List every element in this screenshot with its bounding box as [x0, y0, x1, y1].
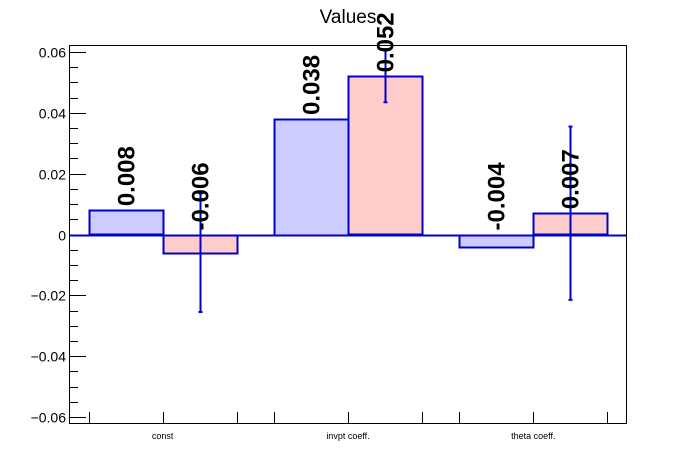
- y-tick-label: 0: [58, 228, 66, 244]
- y-tick-label: 0.02: [39, 167, 66, 183]
- x-category-label: invpt coeff.: [326, 431, 369, 441]
- data-label: 0.038: [299, 55, 326, 115]
- x-category-label: const: [152, 431, 174, 441]
- data-label: 0.008: [114, 146, 141, 206]
- chart-title: Values: [320, 7, 377, 28]
- y-tick-label: 0.04: [39, 106, 66, 122]
- y-tick-label: −0.04: [31, 349, 67, 365]
- y-tick-label: −0.02: [31, 288, 67, 304]
- x-category-label: theta coeff.: [511, 431, 555, 441]
- y-tick-label: 0.06: [39, 45, 66, 61]
- plot-frame: [69, 45, 627, 424]
- y-tick-label: −0.06: [31, 410, 67, 426]
- bar-s1-0: [88, 209, 165, 236]
- bar-s1-1: [273, 118, 350, 237]
- data-label: -0.006: [188, 162, 215, 230]
- bar-s1-2: [458, 234, 535, 249]
- data-label: 0.007: [558, 149, 585, 209]
- data-label: 0.052: [373, 12, 400, 72]
- data-label: -0.004: [484, 162, 511, 231]
